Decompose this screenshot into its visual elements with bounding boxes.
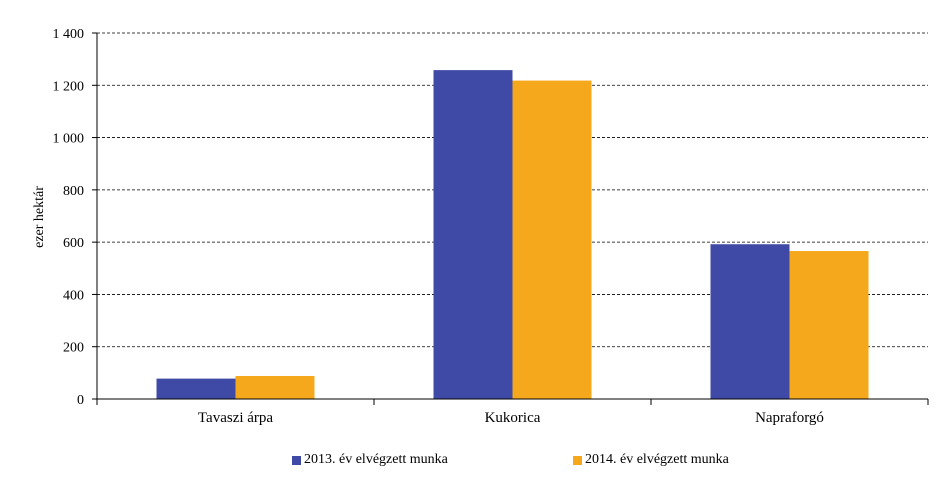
bar-2013 — [433, 70, 513, 399]
y-tick-label: 200 — [63, 341, 84, 356]
y-tick-label: 1 000 — [53, 132, 85, 147]
bar-2013 — [710, 244, 790, 399]
bar-2014 — [512, 80, 592, 399]
legend-swatch-2013 — [292, 455, 301, 465]
y-tick-label: 800 — [63, 184, 84, 199]
legend-item-2013: 2013. év elvégzett munka — [292, 452, 448, 468]
legend-swatch-2014 — [573, 455, 582, 465]
legend-label-2014: 2014. év elvégzett munka — [585, 452, 729, 467]
y-tick-label: 1 200 — [53, 79, 85, 94]
x-tick-label: Tavaszi árpa — [198, 410, 273, 426]
bars — [156, 70, 869, 399]
x-tick-label: Kukorica — [485, 410, 541, 426]
legend-item-2014: 2014. év elvégzett munka — [573, 452, 729, 468]
bar-chart: 0 200 400 600 800 1 000 1 200 1 400 Tavaszi árpa… — [32, 27, 929, 426]
y-tick-label: 1 400 — [53, 27, 85, 42]
bar-2014 — [235, 375, 315, 399]
bar-2014 — [789, 251, 869, 399]
y-tick-label: 400 — [63, 288, 84, 303]
bar-2013 — [156, 378, 236, 399]
y-axis-title: ezer hektár — [32, 186, 47, 248]
legend: 2013. év elvégzett munka 2014. év elvégz… — [0, 452, 945, 472]
y-tick-label: 0 — [77, 393, 84, 408]
legend-label-2013: 2013. év elvégzett munka — [304, 452, 448, 467]
x-tick-label: Napraforgó — [755, 410, 824, 426]
y-tick-label: 600 — [63, 236, 84, 251]
axes: 0 200 400 600 800 1 000 1 200 1 400 Tavaszi árpa… — [53, 27, 929, 426]
